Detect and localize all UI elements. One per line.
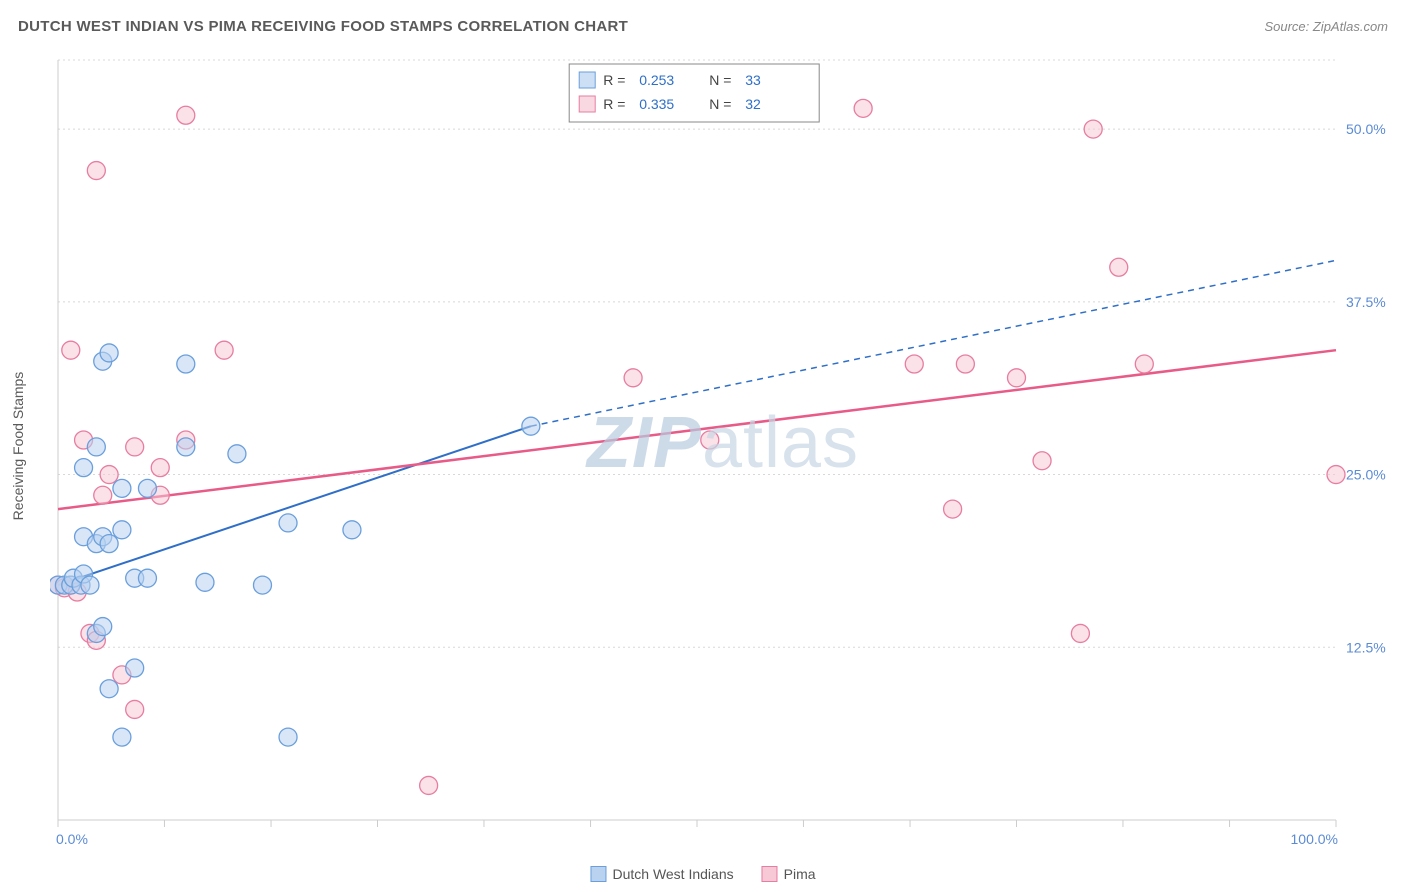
data-point [94, 486, 112, 504]
data-point [126, 659, 144, 677]
data-point [177, 438, 195, 456]
y-tick-label: 25.0% [1346, 467, 1386, 483]
n-value: 32 [745, 96, 761, 112]
chart-area: 12.5% 25.0% 37.5% 50.0% 0.0% 100.0% R = 0.253 N … [50, 50, 1396, 852]
data-point [100, 680, 118, 698]
data-point [126, 700, 144, 718]
legend-swatch [590, 866, 606, 882]
legend-swatch [762, 866, 778, 882]
trend-line [58, 350, 1336, 509]
data-point [854, 99, 872, 117]
data-point [138, 569, 156, 587]
data-point [1008, 369, 1026, 387]
data-point [944, 500, 962, 518]
data-point [75, 459, 93, 477]
y-axis-label: Receiving Food Stamps [10, 372, 26, 521]
data-point [279, 514, 297, 532]
data-point [81, 576, 99, 594]
legend-label: Dutch West Indians [612, 866, 733, 882]
data-point [701, 431, 719, 449]
data-point [1327, 466, 1345, 484]
bottom-legend: Dutch West Indians Pima [590, 866, 815, 882]
data-point [215, 341, 233, 359]
data-point [94, 618, 112, 636]
r-value: 0.253 [639, 72, 674, 88]
legend-item: Pima [762, 866, 816, 882]
data-point [956, 355, 974, 373]
y-tick-label: 37.5% [1346, 294, 1386, 310]
r-label: R = [603, 72, 625, 88]
data-point [113, 521, 131, 539]
data-point [253, 576, 271, 594]
data-point [522, 417, 540, 435]
data-point [177, 355, 195, 373]
data-point [1110, 258, 1128, 276]
data-point [151, 459, 169, 477]
legend-item: Dutch West Indians [590, 866, 733, 882]
data-point [420, 776, 438, 794]
data-point [62, 341, 80, 359]
chart-title: DUTCH WEST INDIAN VS PIMA RECEIVING FOOD… [18, 18, 628, 35]
data-point [1071, 624, 1089, 642]
scatter-chart: 12.5% 25.0% 37.5% 50.0% 0.0% 100.0% R = 0.253 N … [50, 50, 1396, 852]
data-point [100, 466, 118, 484]
data-point [228, 445, 246, 463]
y-tick-label: 50.0% [1346, 121, 1386, 137]
x-tick-label: 100.0% [1291, 831, 1338, 847]
data-point [100, 535, 118, 553]
legend-label: Pima [784, 866, 816, 882]
data-point [1033, 452, 1051, 470]
legend-swatch [579, 96, 595, 112]
data-point [113, 728, 131, 746]
data-point [87, 438, 105, 456]
data-point [1135, 355, 1153, 373]
source-attribution: Source: ZipAtlas.com [1264, 19, 1388, 34]
data-point [87, 162, 105, 180]
data-point [138, 479, 156, 497]
n-value: 33 [745, 72, 761, 88]
data-point [343, 521, 361, 539]
legend-swatch [579, 72, 595, 88]
data-point [196, 573, 214, 591]
data-point [113, 479, 131, 497]
data-point [905, 355, 923, 373]
n-label: N = [709, 96, 731, 112]
n-label: N = [709, 72, 731, 88]
r-label: R = [603, 96, 625, 112]
x-tick-label: 0.0% [56, 831, 88, 847]
r-value: 0.335 [639, 96, 674, 112]
data-point [177, 106, 195, 124]
data-point [100, 344, 118, 362]
data-point [624, 369, 642, 387]
data-point [279, 728, 297, 746]
data-point [1084, 120, 1102, 138]
y-tick-label: 12.5% [1346, 639, 1386, 655]
data-point [126, 438, 144, 456]
